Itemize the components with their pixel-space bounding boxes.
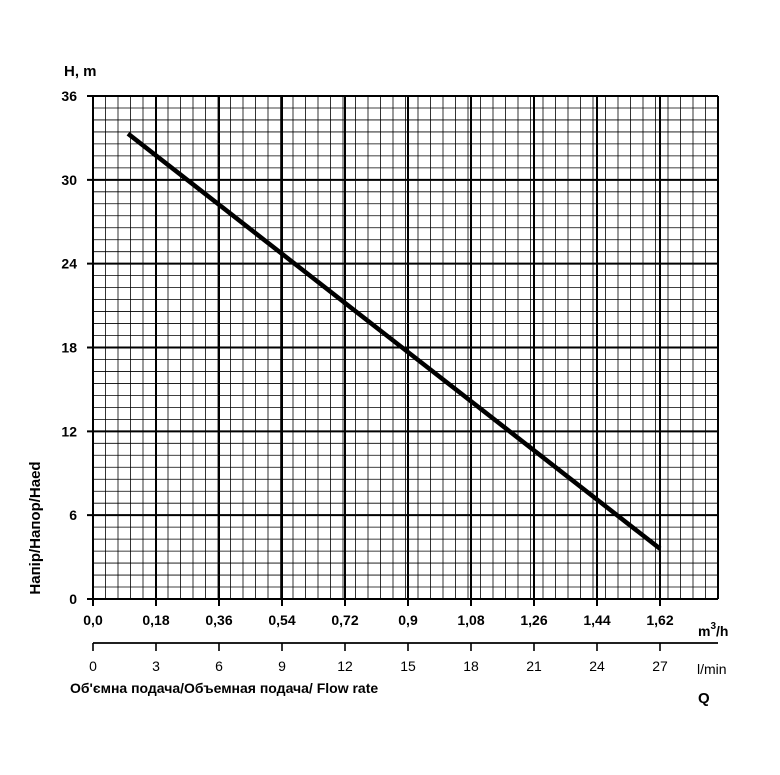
x-secondary-tick-label: 15 [400,658,416,674]
x-secondary-tick-label: 0 [89,658,97,674]
x-secondary-tick-label: 9 [278,658,286,674]
x-primary-tick-label: 1,26 [520,612,547,628]
y-tick-label: 36 [61,88,77,104]
x-primary-tick-label: 0,0 [83,612,103,628]
x-secondary-tick-label: 18 [463,658,479,674]
flow-symbol: Q [698,690,710,707]
x-primary-unit-label: m3/h [698,621,728,639]
x-secondary-tick-labels: 0 3 6 9 12 15 18 21 24 27 [89,658,668,674]
x-secondary-unit-label: l/min [697,661,727,677]
x-primary-tick-label: 0,36 [205,612,232,628]
y-tick-label: 6 [69,507,77,523]
curve-layer [126,131,662,551]
y-axis-title: Напір/Напор/Haed [27,461,44,594]
y-tick-label: 12 [61,423,77,439]
y-tick-label: 30 [61,172,77,188]
x-primary-tick-label: 0,72 [331,612,358,628]
y-tick-label: 0 [69,591,77,607]
x-secondary-tick-label: 3 [152,658,160,674]
y-tick-label: 18 [61,340,77,356]
x-secondary-tick-label: 21 [526,658,542,674]
x-primary-tick-label: 1,08 [457,612,484,628]
x-primary-tick-labels: 0,0 0,18 0,36 0,54 0,72 0,9 1,08 1,26 1,44 1,62 [83,612,674,628]
x-primary-tick-label: 0,54 [268,612,295,628]
grid-major [87,95,719,606]
x-secondary-tick-label: 12 [337,658,353,674]
x-secondary-axis [92,642,718,651]
x-secondary-tick-label: 24 [589,658,605,674]
x-secondary-tick-label: 27 [652,658,668,674]
x-secondary-tick-label: 6 [215,658,223,674]
y-tick-labels: 0 6 12 18 24 30 36 [61,88,77,607]
x-primary-tick-label: 1,62 [646,612,673,628]
x-primary-tick-label: 1,44 [583,612,610,628]
x-primary-tick-label: 0,18 [142,612,169,628]
x-axis-title: Об'ємна подача/Объемная подача/ Flow rat… [70,680,378,696]
y-unit-label: H, m [64,63,97,80]
head-flow-curve [126,131,662,551]
x-primary-tick-label: 0,9 [398,612,418,628]
y-tick-label: 24 [61,256,77,272]
